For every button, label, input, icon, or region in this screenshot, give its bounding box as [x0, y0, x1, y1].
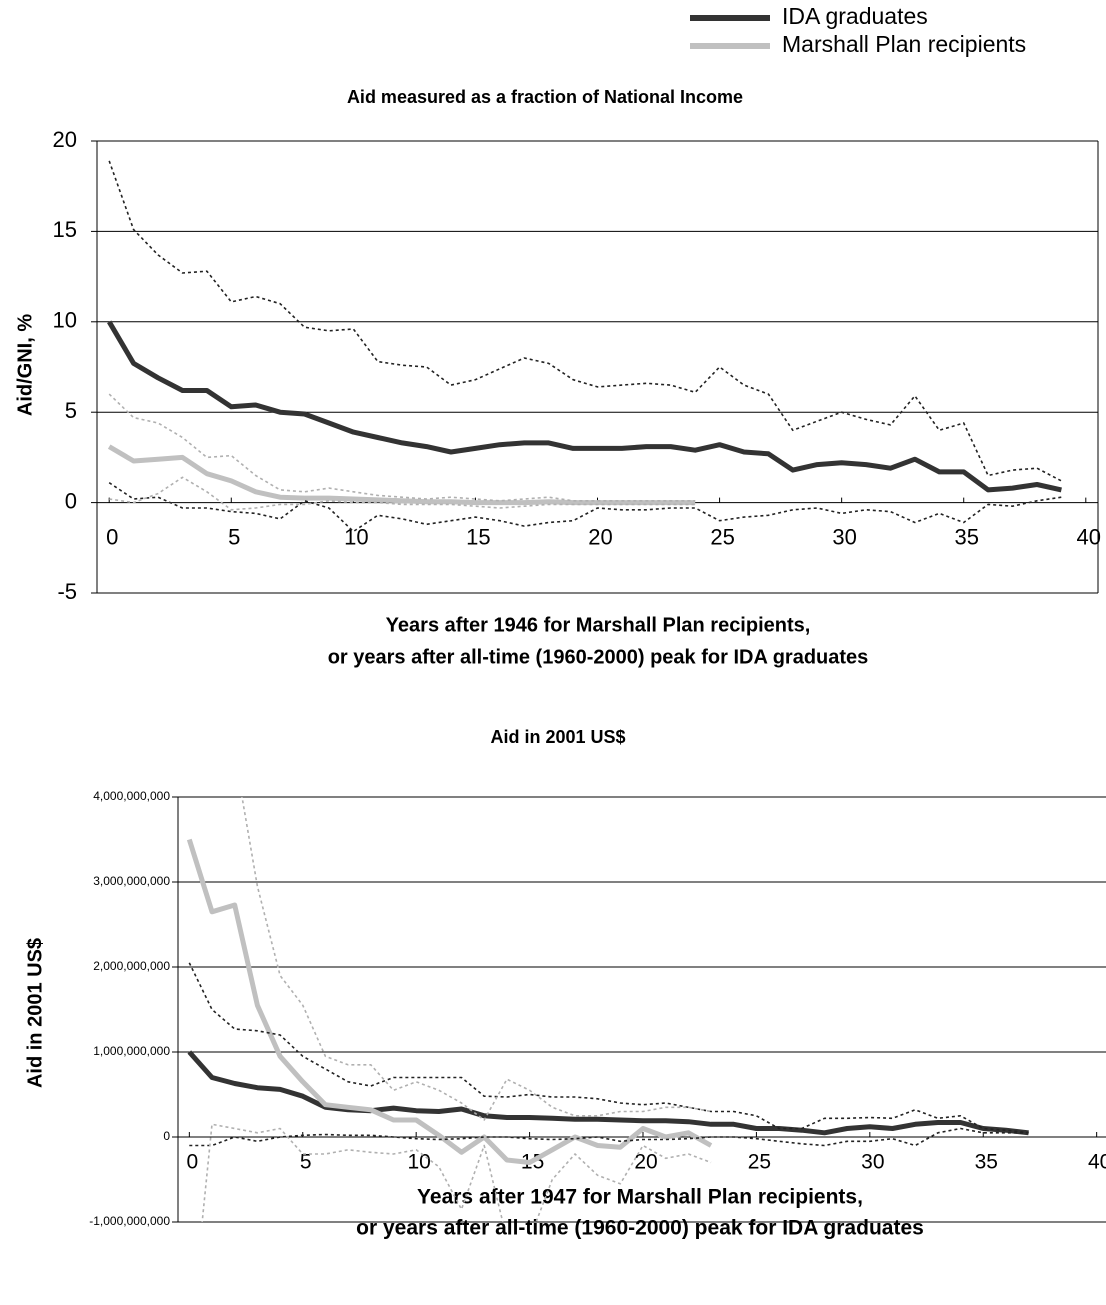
band-line	[108, 482, 1062, 533]
x-tick-label: 25	[748, 1151, 771, 1174]
x-tick-label: 0	[106, 524, 118, 549]
y-tick-label: 2,000,000,000	[93, 959, 170, 973]
legend-label: Marshall Plan recipients	[782, 31, 1026, 57]
y-tick-label: 1,000,000,000	[93, 1044, 170, 1058]
x-tick-label: 0	[186, 1151, 198, 1174]
series-line	[187, 1050, 1029, 1136]
x-tick-label: 20	[588, 524, 612, 549]
band-line	[188, 962, 1029, 1134]
y-tick-label: 0	[65, 488, 77, 513]
x-tick-label: 5	[228, 524, 240, 549]
band-line	[108, 393, 696, 502]
plot-area	[107, 160, 1062, 533]
y-tick-label: 15	[53, 217, 77, 242]
x-axis-label: Years after 1947 for Marshall Plan recip…	[417, 1186, 863, 1209]
x-tick-label: 15	[466, 524, 490, 549]
y-tick-label: 10	[53, 308, 77, 333]
x-tick-label: 25	[710, 524, 734, 549]
band-line	[241, 797, 712, 1121]
y-tick-label: 4,000,000,000	[93, 789, 170, 803]
x-tick-label: 40	[1088, 1151, 1106, 1174]
x-axis-label: or years after all-time (1960-2000) peak…	[328, 646, 869, 668]
x-tick-label: 10	[344, 524, 368, 549]
y-tick-label: 3,000,000,000	[93, 874, 170, 888]
chart-panel: Aid in 2001 US$ Aid in 2001 US$ Years afte…	[24, 727, 1106, 1240]
x-tick-label: 35	[975, 1151, 998, 1174]
x-axis-label: Years after 1946 for Marshall Plan recip…	[386, 614, 811, 636]
series-line	[107, 444, 696, 506]
chart-title: Aid measured as a fraction of National I…	[347, 87, 743, 107]
chart-title: Aid in 2001 US$	[490, 727, 625, 747]
y-tick-label: -1,000,000,000	[89, 1214, 170, 1228]
series-line	[186, 838, 713, 1165]
x-tick-label: 10	[407, 1151, 430, 1174]
y-tick-label: 5	[65, 398, 77, 423]
x-tick-label: 35	[954, 524, 978, 549]
x-tick-label: 30	[861, 1151, 884, 1174]
plot-area	[186, 797, 1029, 1222]
x-tick-label: 20	[634, 1151, 657, 1174]
band-line	[189, 1127, 1029, 1147]
x-axis-label: or years after all-time (1960-2000) peak…	[356, 1217, 924, 1240]
legend-label: IDA graduates	[782, 3, 928, 29]
y-tick-label: -5	[57, 579, 77, 604]
y-axis-label: Aid/GNI, %	[14, 314, 36, 416]
x-tick-label: 5	[300, 1151, 312, 1174]
chart-panel: Aid measured as a fraction of National I…	[14, 3, 1101, 668]
y-axis-label: Aid in 2001 US$	[24, 938, 46, 1088]
y-tick-label: 0	[163, 1129, 170, 1143]
series-line	[107, 320, 1062, 493]
x-tick-label: 40	[1077, 524, 1101, 549]
band-line	[108, 160, 1062, 482]
band-line	[109, 476, 696, 511]
y-tick-label: 20	[53, 127, 77, 152]
band-line	[201, 1123, 712, 1222]
x-tick-label: 30	[832, 524, 856, 549]
